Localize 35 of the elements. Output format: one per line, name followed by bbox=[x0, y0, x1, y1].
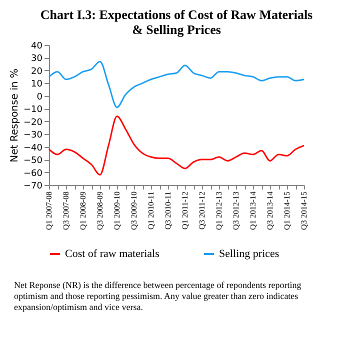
x-tick-label: Q3 2009-10 bbox=[130, 192, 138, 230]
x-tick-label: Q1 2008-09 bbox=[78, 192, 88, 230]
x-tick-label: Q3 2012-13 bbox=[232, 192, 240, 230]
y-tick-label: −50 bbox=[24, 156, 43, 166]
x-tick-label: Q1 2011-12 bbox=[180, 192, 190, 230]
y-axis-title: Net Response in % bbox=[10, 68, 21, 162]
text: Net Reponse (NR) is the difference between percentage of repondents reporting optimism and those reporting pessimism. Any value greater than zero indicates expansion/optimism and vice versa. bbox=[13, 280, 302, 313]
y-tick-label: 0 bbox=[36, 92, 43, 102]
legend-label: Selling prices bbox=[219, 248, 280, 260]
y-tick-label: −60 bbox=[24, 168, 43, 179]
x-tick-label: Q1 2014-15 bbox=[282, 192, 292, 230]
x-tick-label: Q3 2014-15 bbox=[300, 192, 308, 230]
x-tick-label: Q1 2013-14 bbox=[248, 192, 258, 230]
y-tick-label: 10 bbox=[31, 80, 43, 90]
x-tick-label: Q3 2007-08 bbox=[62, 192, 70, 230]
y-tick-label: −20 bbox=[24, 118, 43, 128]
x-tick-label: Q3 2011-12 bbox=[198, 192, 206, 230]
x-tick-label: Q1 2010-11 bbox=[146, 192, 156, 230]
x-tick-label: Q3 2008-09 bbox=[96, 192, 104, 230]
y-tick-label: −30 bbox=[24, 130, 43, 141]
y-tick-label: −40 bbox=[24, 143, 43, 154]
x-tick-label: Q1 2007-08 bbox=[44, 192, 54, 230]
legend-label: Cost of raw materials bbox=[65, 248, 160, 260]
y-tick-label: 20 bbox=[31, 66, 43, 77]
y-tick-label: −70 bbox=[24, 182, 43, 192]
x-tick-label: Q1 2009-10 bbox=[112, 192, 122, 230]
x-tick-label: Q3 2010-11 bbox=[164, 192, 172, 230]
chart-title: Chart I.3: Expectations of Cost of Raw Materials & Selling Prices bbox=[40, 7, 313, 37]
y-tick-label: 30 bbox=[31, 54, 43, 64]
x-tick-label: Q3 2013-14 bbox=[266, 192, 274, 230]
y-tick-label: −10 bbox=[24, 105, 43, 116]
y-tick-label: 40 bbox=[31, 42, 43, 52]
x-tick-label: Q1 2012-13 bbox=[214, 192, 224, 230]
line-series bbox=[48, 60, 305, 108]
line-series bbox=[48, 116, 305, 176]
